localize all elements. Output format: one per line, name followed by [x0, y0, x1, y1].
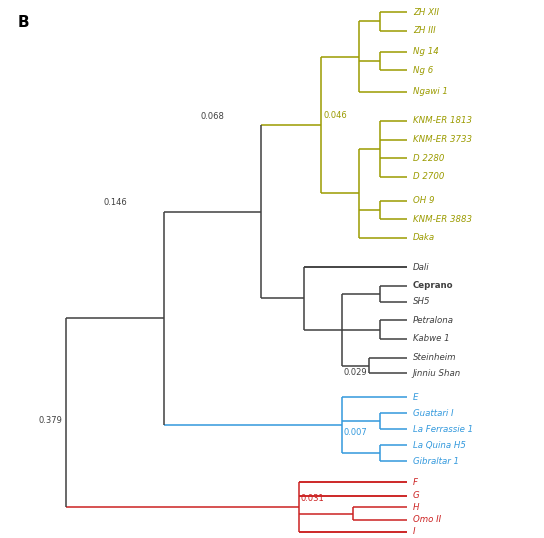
Text: Guattari I: Guattari I — [413, 409, 453, 418]
Text: I: I — [413, 527, 415, 536]
Text: 0.031: 0.031 — [300, 494, 324, 503]
Text: OH 9: OH 9 — [413, 196, 434, 205]
Text: ZH XII: ZH XII — [413, 8, 438, 17]
Text: Omo II: Omo II — [413, 515, 441, 524]
Text: La Ferrassie 1: La Ferrassie 1 — [413, 425, 473, 434]
Text: 0.007: 0.007 — [343, 428, 367, 437]
Text: 0.068: 0.068 — [201, 112, 225, 121]
Text: 0.029: 0.029 — [343, 368, 367, 377]
Text: Daka: Daka — [413, 233, 435, 243]
Text: B: B — [17, 15, 29, 30]
Text: Ceprano: Ceprano — [413, 281, 453, 291]
Text: Jinniu Shan: Jinniu Shan — [413, 369, 461, 378]
Text: Ng 6: Ng 6 — [413, 66, 433, 75]
Text: 0.379: 0.379 — [38, 416, 62, 426]
Text: Ng 14: Ng 14 — [413, 47, 438, 56]
Text: KNM-ER 3733: KNM-ER 3733 — [413, 135, 472, 144]
Text: ZH III: ZH III — [413, 26, 435, 35]
Text: Steinheim: Steinheim — [413, 353, 456, 362]
Text: F: F — [413, 478, 418, 487]
Text: E: E — [413, 393, 418, 402]
Text: Ngawi 1: Ngawi 1 — [413, 87, 448, 96]
Text: Kabwe 1: Kabwe 1 — [413, 335, 449, 343]
Text: 0.046: 0.046 — [324, 111, 347, 119]
Text: D 2700: D 2700 — [413, 172, 444, 181]
Text: 0.146: 0.146 — [103, 199, 127, 208]
Text: SH5: SH5 — [413, 297, 430, 306]
Text: KNM-ER 1813: KNM-ER 1813 — [413, 117, 472, 125]
Text: La Quina H5: La Quina H5 — [413, 441, 466, 450]
Text: Dali: Dali — [413, 263, 429, 272]
Text: G: G — [413, 491, 419, 500]
Text: KNM-ER 3883: KNM-ER 3883 — [413, 215, 472, 224]
Text: H: H — [413, 503, 419, 512]
Text: D 2280: D 2280 — [413, 154, 444, 162]
Text: Gibraltar 1: Gibraltar 1 — [413, 457, 459, 466]
Text: Petralona: Petralona — [413, 316, 454, 325]
